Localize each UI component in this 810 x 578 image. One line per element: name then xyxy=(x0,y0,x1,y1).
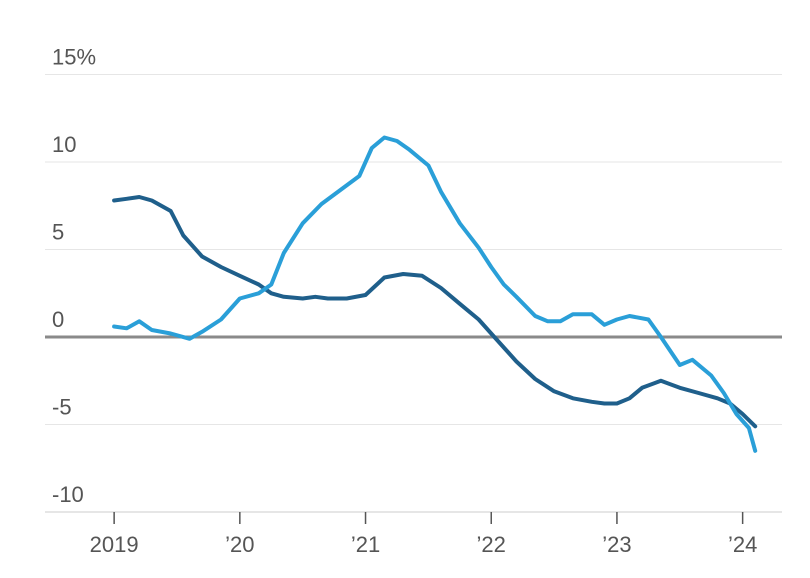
y-axis-labels: 15% 10 5 0 -5 -10 xyxy=(52,45,96,508)
x-tick-label: ’20 xyxy=(225,532,254,557)
x-tick-label: ’22 xyxy=(477,532,506,557)
y-tick-label: -5 xyxy=(52,395,72,420)
series-lines xyxy=(112,135,758,453)
x-tick-label: ’21 xyxy=(351,532,380,557)
series-line-1 xyxy=(112,195,758,429)
x-axis: 2019 ’20 ’21 ’22 ’23 ’24 xyxy=(45,511,782,557)
grid xyxy=(45,74,782,513)
x-tick-label: 2019 xyxy=(90,532,139,557)
x-tick-label: ’24 xyxy=(728,532,757,557)
y-tick-label: 10 xyxy=(52,132,76,157)
y-tick-label: 15% xyxy=(52,45,96,70)
series-line-2 xyxy=(112,135,758,453)
y-tick-label: 5 xyxy=(52,220,64,245)
y-tick-label: 0 xyxy=(52,307,64,332)
x-tick-label: ’23 xyxy=(602,532,631,557)
y-tick-label: -10 xyxy=(52,482,84,507)
